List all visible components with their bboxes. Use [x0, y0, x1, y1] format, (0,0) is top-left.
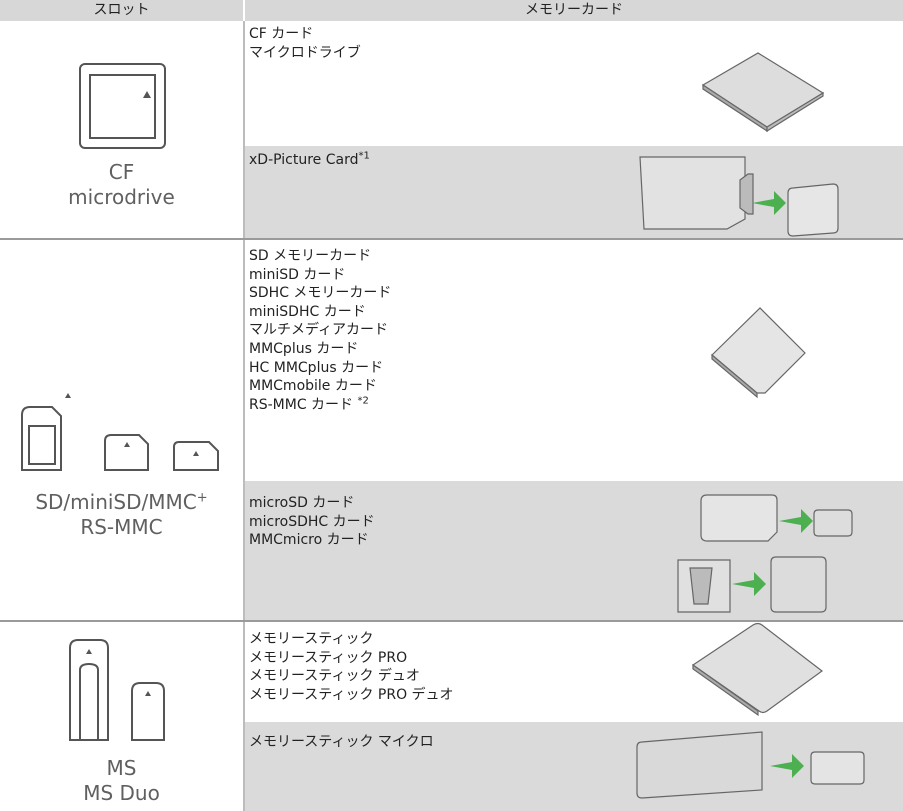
- card-name: MMCmicro カード: [249, 532, 369, 549]
- card-name: SDHC メモリーカード: [249, 285, 392, 302]
- illustration-shape: [79, 63, 166, 149]
- card-list: xD-Picture Card*1: [249, 151, 370, 170]
- header-card: メモリーカード: [245, 0, 903, 21]
- card-list: CF カード マイクロドライブ: [249, 25, 361, 62]
- illustration-shape: [86, 649, 92, 654]
- sd-card-image: [711, 307, 806, 399]
- illustration-shape: [711, 353, 758, 399]
- slot-name-sup: +: [196, 490, 208, 506]
- card-list: メモリースティック メモリースティック PRO メモリースティック デュオ メモ…: [249, 630, 454, 704]
- header-slot: スロット: [0, 0, 243, 21]
- illustration-shape: [69, 639, 109, 741]
- illustration-shape: [752, 191, 786, 215]
- illustration-shape: [770, 754, 804, 778]
- slot-name: RS-MMC: [80, 515, 163, 539]
- card-name: SD メモリーカード: [249, 248, 372, 264]
- xd-adapter-image: [639, 156, 839, 237]
- card-name: マルチメディアカード: [249, 322, 389, 339]
- card-name: microSDHC カード: [249, 513, 375, 530]
- slot-label: CF microdrive: [0, 160, 243, 210]
- slot-label: MS MS Duo: [0, 756, 243, 806]
- illustration-shape: [131, 682, 165, 741]
- slot-name: MS Duo: [83, 781, 160, 805]
- illustration-shape: [770, 556, 827, 613]
- ms-card-image: [691, 622, 824, 717]
- illustration-shape: [766, 91, 824, 133]
- card-name-text: xD-Picture Card: [249, 152, 359, 168]
- slot-name-text: SD/miniSD/MMC: [35, 490, 197, 514]
- card-name-text: RS-MMC カード: [249, 396, 358, 413]
- illustration-shape: [739, 173, 754, 215]
- slot-icons: [21, 63, 219, 741]
- illustration-shape: [701, 52, 825, 129]
- card-name: MMCplus カード: [249, 340, 359, 357]
- illustration-shape: [732, 572, 766, 596]
- illustration-shape: [813, 509, 853, 537]
- slot-name: microdrive: [68, 185, 175, 209]
- card-name: xD-Picture Card*1: [249, 151, 370, 170]
- microsd-adapter-image: [677, 494, 853, 613]
- slot-name: MS: [106, 756, 137, 780]
- slot-name: SD/miniSD/MMC+: [0, 490, 243, 515]
- card-list: microSD カード microSDHC カード MMCmicro カード: [249, 494, 375, 550]
- ms-micro-adapter-image: [636, 731, 865, 799]
- slot-label: SD/miniSD/MMC+ RS-MMC: [0, 490, 243, 540]
- illustration-shape: [104, 434, 149, 471]
- illustration-shape: [79, 662, 99, 740]
- group-separator: [0, 620, 903, 622]
- card-name: マイクロドライブ: [249, 44, 361, 61]
- card-name: miniSD カード: [249, 266, 346, 283]
- illustration-shape: [89, 74, 156, 139]
- card-name: メモリースティック マイクロ: [249, 734, 434, 750]
- card-name: メモリースティック: [249, 631, 374, 647]
- footnote-mark: *1: [358, 150, 370, 162]
- illustration-shape: [700, 494, 778, 542]
- card-list: SD メモリーカード miniSD カード SDHC メモリーカード miniS…: [249, 247, 391, 414]
- illustration-shape: [21, 406, 62, 471]
- illustration-shape: [711, 307, 806, 394]
- illustration-shape: [689, 567, 713, 605]
- illustration-shape: [145, 691, 151, 696]
- illustration-shape: [779, 509, 813, 533]
- footnote-mark: *2: [357, 395, 369, 407]
- cf-card-image: [701, 52, 825, 133]
- card-name: MMCmobile カード: [249, 378, 377, 395]
- card-name: HC MMCplus カード: [249, 359, 384, 376]
- slot-name: CF: [108, 160, 135, 184]
- illustration-shape: [639, 156, 746, 230]
- illustration-shape: [173, 441, 219, 471]
- card-name: RS-MMC カード *2: [249, 396, 391, 415]
- illustration-shape: [810, 751, 865, 785]
- card-name: microSD カード: [249, 495, 355, 511]
- illustration-shape: [124, 442, 130, 447]
- illustration-shape: [143, 91, 151, 98]
- card-name: メモリースティック PRO: [249, 649, 408, 666]
- card-list: メモリースティック マイクロ: [249, 733, 434, 752]
- illustration-shape: [65, 393, 71, 398]
- illustration-shape: [193, 451, 199, 456]
- illustration-shape: [787, 183, 839, 237]
- card-name: メモリースティック デュオ: [249, 668, 420, 685]
- card-name: miniSDHC カード: [249, 303, 366, 320]
- card-name: メモリースティック PRO デュオ: [249, 686, 454, 703]
- illustration-shape: [28, 425, 56, 465]
- illustration-shape: [691, 622, 824, 714]
- card-name: CF カード: [249, 26, 314, 42]
- illustration-shape: [692, 663, 759, 717]
- group-separator: [0, 238, 903, 240]
- illustration-shape: [636, 731, 763, 799]
- column-divider: [243, 21, 245, 811]
